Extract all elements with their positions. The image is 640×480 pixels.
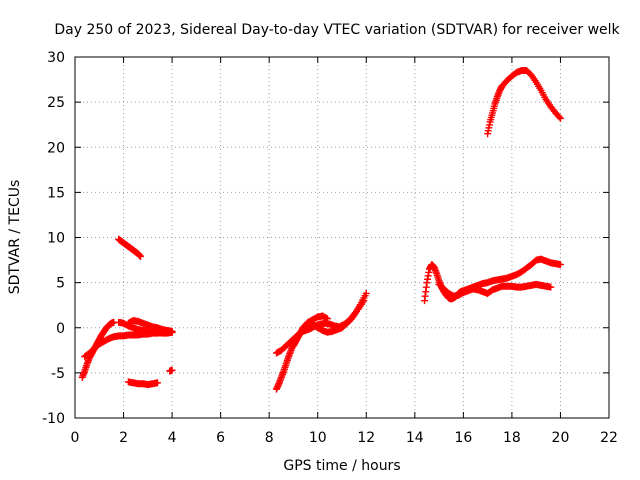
data-point xyxy=(555,113,563,121)
x-tick-label: 18 xyxy=(503,430,521,446)
data-point xyxy=(168,366,176,374)
tick-labels: 0 2 4 6 8 10 12 14 16 18 20 22 -10 -5 0 5 10 15 20 25 30 xyxy=(42,50,618,446)
y-tick-label: -5 xyxy=(51,366,65,382)
series-arc-j xyxy=(484,67,564,138)
data-point xyxy=(547,283,555,291)
y-axis-label: SDTVAR / TECUs xyxy=(7,180,23,295)
y-tick-label: 30 xyxy=(47,50,65,66)
data-point xyxy=(556,261,564,269)
x-tick-label: 12 xyxy=(357,430,375,446)
data-point xyxy=(137,252,145,260)
y-tick-label: 0 xyxy=(56,321,65,337)
x-tick-label: 4 xyxy=(168,430,177,446)
data-point xyxy=(360,297,368,305)
data-point xyxy=(362,289,370,297)
series-arc-h xyxy=(421,255,564,305)
grid xyxy=(75,57,609,418)
x-tick-label: 20 xyxy=(552,430,570,446)
series-arc-c xyxy=(115,235,145,260)
data-series xyxy=(78,67,564,393)
y-tick-label: 10 xyxy=(47,231,65,247)
data-point xyxy=(323,315,331,323)
y-tick-label: 5 xyxy=(56,276,65,292)
axis-ticks xyxy=(74,56,610,419)
data-point xyxy=(154,379,162,387)
series-arc-b2 xyxy=(124,317,176,335)
x-axis-label: GPS time / hours xyxy=(283,458,400,474)
data-point xyxy=(556,114,564,122)
x-tick-label: 10 xyxy=(309,430,327,446)
y-tick-label: 15 xyxy=(47,185,65,201)
y-tick-label: -10 xyxy=(42,411,65,427)
chart-title: Day 250 of 2023, Sidereal Day-to-day VTE… xyxy=(54,22,620,38)
x-tick-label: 8 xyxy=(265,430,274,446)
x-tick-label: 22 xyxy=(600,430,618,446)
data-point xyxy=(168,327,176,335)
y-tick-label: 25 xyxy=(47,95,65,111)
x-tick-label: 16 xyxy=(454,430,472,446)
y-tick-label: 20 xyxy=(47,140,65,156)
x-tick-label: 2 xyxy=(119,430,128,446)
series-arc-d xyxy=(124,378,162,389)
x-tick-label: 14 xyxy=(406,430,424,446)
series-arc-f xyxy=(272,297,368,357)
series-arc-g xyxy=(289,312,331,350)
series-arc-d2 xyxy=(166,366,176,375)
x-tick-label: 0 xyxy=(71,430,80,446)
series-arc-i xyxy=(435,280,555,300)
x-tick-label: 6 xyxy=(216,430,225,446)
